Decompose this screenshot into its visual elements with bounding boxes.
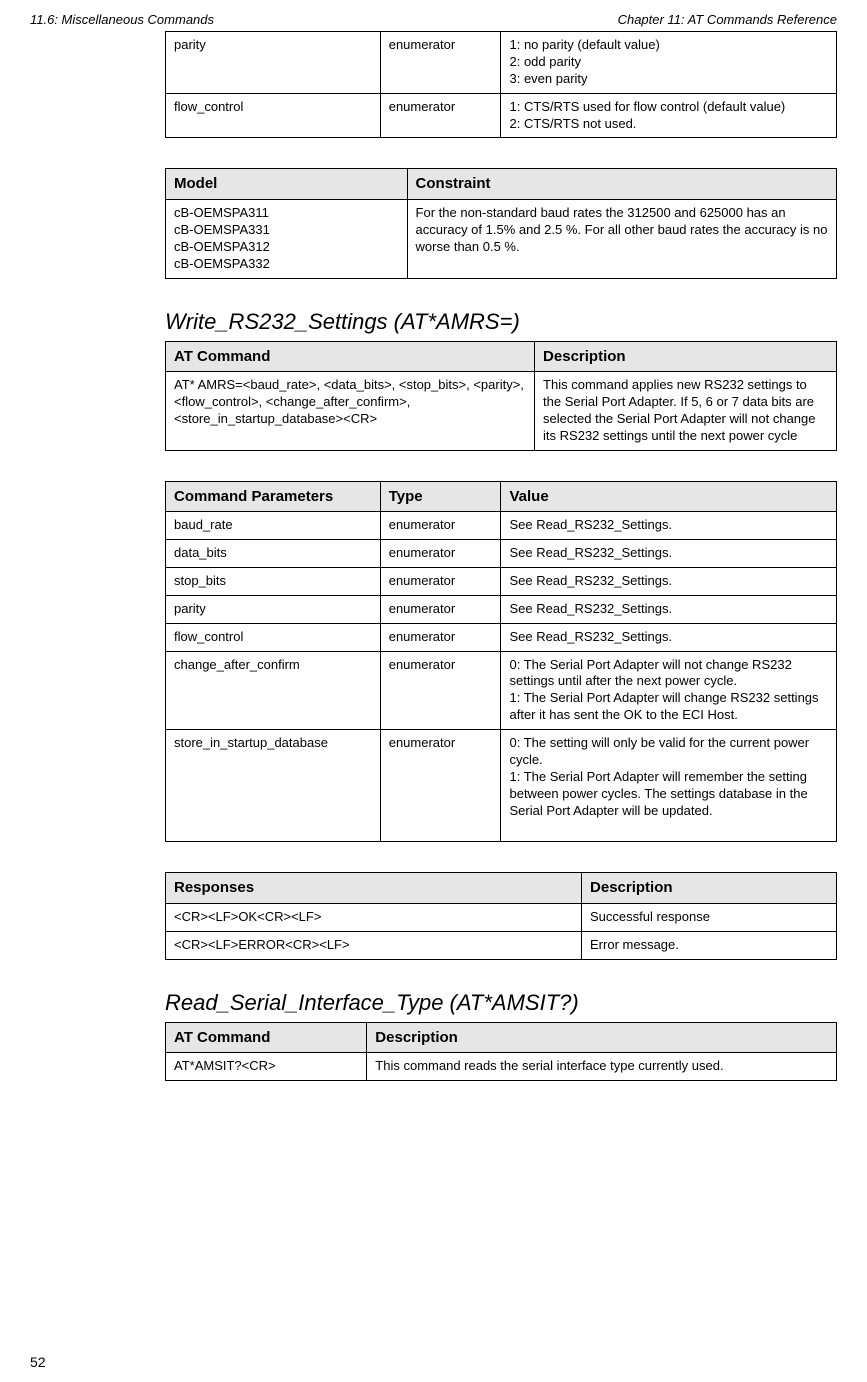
cell-cmd: AT* AMRS=<baud_rate>, <data_bits>, <stop… [166, 372, 535, 451]
cell-param: flow_control [166, 93, 381, 138]
table-row: data_bits enumerator See Read_RS232_Sett… [166, 539, 837, 567]
cell-type: enumerator [380, 567, 501, 595]
table-header-row: AT Command Description [166, 341, 837, 372]
command-params-table: Command Parameters Type Value baud_rate … [165, 481, 837, 843]
col-description: Description [367, 1022, 837, 1053]
table-row: baud_rate enumerator See Read_RS232_Sett… [166, 512, 837, 540]
col-value: Value [501, 481, 837, 512]
cell-value: 1: no parity (default value) 2: odd pari… [501, 32, 837, 94]
table-row: AT*AMSIT?<CR> This command reads the ser… [166, 1053, 837, 1081]
cell-param: stop_bits [166, 567, 381, 595]
table-row: stop_bits enumerator See Read_RS232_Sett… [166, 567, 837, 595]
cell-value: See Read_RS232_Settings. [501, 539, 837, 567]
page-number: 52 [30, 1354, 46, 1370]
cell-param: parity [166, 32, 381, 94]
col-description: Description [582, 873, 837, 904]
cell-model: cB-OEMSPA311 cB-OEMSPA331 cB-OEMSPA312 c… [166, 199, 408, 278]
table-row: parity enumerator 1: no parity (default … [166, 32, 837, 94]
atcommand-table-read: AT Command Description AT*AMSIT?<CR> Thi… [165, 1022, 837, 1081]
params-table-cont: parity enumerator 1: no parity (default … [165, 31, 837, 138]
cell-type: enumerator [380, 539, 501, 567]
table-row: <CR><LF>ERROR<CR><LF> Error message. [166, 931, 837, 959]
table-row: flow_control enumerator See Read_RS232_S… [166, 623, 837, 651]
cell-param: store_in_startup_database [166, 730, 381, 842]
col-description: Description [535, 341, 837, 372]
cell-constraint: For the non-standard baud rates the 3125… [407, 199, 836, 278]
cell-param: change_after_confirm [166, 651, 381, 730]
cell-type: enumerator [380, 32, 501, 94]
table-row: parity enumerator See Read_RS232_Setting… [166, 595, 837, 623]
table-row: <CR><LF>OK<CR><LF> Successful response [166, 903, 837, 931]
cell-param: baud_rate [166, 512, 381, 540]
table-row: AT* AMRS=<baud_rate>, <data_bits>, <stop… [166, 372, 837, 451]
content-area: parity enumerator 1: no parity (default … [165, 31, 837, 1081]
cell-param: flow_control [166, 623, 381, 651]
cell-value: See Read_RS232_Settings. [501, 567, 837, 595]
header-right: Chapter 11: AT Commands Reference [618, 12, 837, 27]
cell-cmd: AT*AMSIT?<CR> [166, 1053, 367, 1081]
col-constraint: Constraint [407, 169, 836, 200]
cell-value: See Read_RS232_Settings. [501, 512, 837, 540]
cell-response: <CR><LF>ERROR<CR><LF> [166, 931, 582, 959]
cell-value: See Read_RS232_Settings. [501, 595, 837, 623]
cell-param: parity [166, 595, 381, 623]
model-table: Model Constraint cB-OEMSPA311 cB-OEMSPA3… [165, 168, 837, 278]
atcommand-table-write: AT Command Description AT* AMRS=<baud_ra… [165, 341, 837, 451]
page-header: 11.6: Miscellaneous Commands Chapter 11:… [30, 12, 837, 27]
cell-desc: Successful response [582, 903, 837, 931]
col-atcommand: AT Command [166, 341, 535, 372]
table-row: flow_control enumerator 1: CTS/RTS used … [166, 93, 837, 138]
cell-value: 0: The Serial Port Adapter will not chan… [501, 651, 837, 730]
col-responses: Responses [166, 873, 582, 904]
col-model: Model [166, 169, 408, 200]
cell-desc: This command applies new RS232 settings … [535, 372, 837, 451]
cell-value: See Read_RS232_Settings. [501, 623, 837, 651]
header-left: 11.6: Miscellaneous Commands [30, 12, 214, 27]
cell-desc: This command reads the serial interface … [367, 1053, 837, 1081]
cell-desc: Error message. [582, 931, 837, 959]
cell-type: enumerator [380, 93, 501, 138]
cell-type: enumerator [380, 651, 501, 730]
cell-value: 0: The setting will only be valid for th… [501, 730, 837, 842]
section-write-heading: Write_RS232_Settings (AT*AMRS=) [165, 309, 837, 335]
table-header-row: Command Parameters Type Value [166, 481, 837, 512]
section-read-heading: Read_Serial_Interface_Type (AT*AMSIT?) [165, 990, 837, 1016]
table-row: store_in_startup_database enumerator 0: … [166, 730, 837, 842]
col-params: Command Parameters [166, 481, 381, 512]
cell-type: enumerator [380, 730, 501, 842]
col-type: Type [380, 481, 501, 512]
cell-value: 1: CTS/RTS used for flow control (defaul… [501, 93, 837, 138]
table-header-row: AT Command Description [166, 1022, 837, 1053]
cell-response: <CR><LF>OK<CR><LF> [166, 903, 582, 931]
table-header-row: Model Constraint [166, 169, 837, 200]
responses-table: Responses Description <CR><LF>OK<CR><LF>… [165, 872, 837, 959]
col-atcommand: AT Command [166, 1022, 367, 1053]
cell-type: enumerator [380, 623, 501, 651]
table-row: cB-OEMSPA311 cB-OEMSPA331 cB-OEMSPA312 c… [166, 199, 837, 278]
cell-param: data_bits [166, 539, 381, 567]
page-container: 11.6: Miscellaneous Commands Chapter 11:… [0, 0, 867, 1382]
table-row: change_after_confirm enumerator 0: The S… [166, 651, 837, 730]
cell-type: enumerator [380, 512, 501, 540]
table-header-row: Responses Description [166, 873, 837, 904]
cell-type: enumerator [380, 595, 501, 623]
